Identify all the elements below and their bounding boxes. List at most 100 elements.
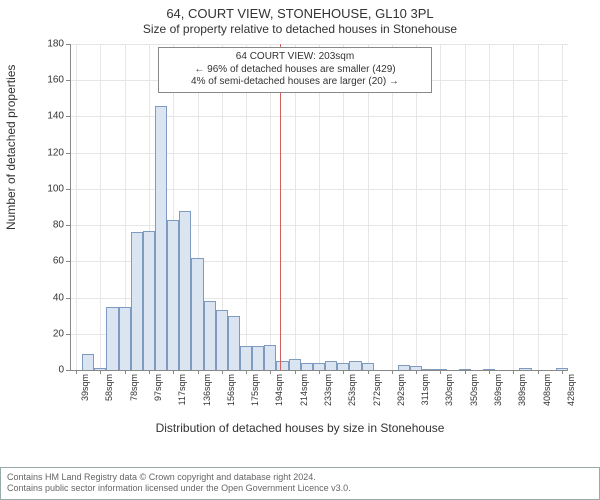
- ytick-label: 160: [47, 75, 64, 86]
- ytick-label: 40: [53, 292, 64, 303]
- histogram-bar: [191, 258, 203, 370]
- histogram-bar: [252, 346, 264, 370]
- gridline-v: [295, 44, 296, 370]
- histogram-bar: [313, 363, 325, 370]
- xtick-label: 156sqm: [226, 374, 236, 406]
- xtick-mark: [149, 370, 150, 374]
- xtick-mark: [198, 370, 199, 374]
- xtick-mark: [392, 370, 393, 374]
- xtick-mark: [319, 370, 320, 374]
- histogram-bar: [325, 361, 337, 370]
- ytick-label: 20: [53, 328, 64, 339]
- xtick-mark: [489, 370, 490, 374]
- xtick-label: 292sqm: [396, 374, 406, 406]
- histogram-bar: [167, 220, 179, 370]
- xtick-mark: [368, 370, 369, 374]
- xtick-label: 369sqm: [493, 374, 503, 406]
- page-title: 64, COURT VIEW, STONEHOUSE, GL10 3PL: [0, 6, 600, 21]
- xtick-label: 136sqm: [202, 374, 212, 406]
- xtick-label: 350sqm: [469, 374, 479, 406]
- histogram-bar: [204, 301, 216, 370]
- gridline-v: [440, 44, 441, 370]
- gridline-v: [465, 44, 466, 370]
- gridline-v: [416, 44, 417, 370]
- xtick-mark: [562, 370, 563, 374]
- xtick-mark: [100, 370, 101, 374]
- ytick-label: 100: [47, 183, 64, 194]
- page-subtitle: Size of property relative to detached ho…: [0, 22, 600, 36]
- reference-line: [280, 44, 281, 370]
- histogram-bar: [82, 354, 94, 370]
- x-axis-label: Distribution of detached houses by size …: [0, 421, 600, 435]
- xtick-mark: [173, 370, 174, 374]
- annotation-box: 64 COURT VIEW: 203sqm ← 96% of detached …: [158, 47, 432, 93]
- gridline-v: [343, 44, 344, 370]
- histogram-bar: [119, 307, 131, 370]
- histogram-bar: [276, 361, 288, 370]
- xtick-mark: [416, 370, 417, 374]
- xtick-mark: [125, 370, 126, 374]
- gridline-v: [319, 44, 320, 370]
- annotation-line-3: 4% of semi-detached houses are larger (2…: [165, 76, 425, 89]
- xtick-label: 78sqm: [129, 374, 139, 401]
- gridline-v: [562, 44, 563, 370]
- xtick-mark: [538, 370, 539, 374]
- xtick-label: 58sqm: [104, 374, 114, 401]
- gridline-v: [513, 44, 514, 370]
- histogram-bar: [301, 363, 313, 370]
- ytick-label: 140: [47, 111, 64, 122]
- histogram-bar: [362, 363, 374, 370]
- gridline-h: [70, 189, 568, 190]
- attribution-footer: Contains HM Land Registry data © Crown c…: [0, 467, 600, 500]
- histogram-bar: [155, 106, 167, 370]
- xtick-mark: [222, 370, 223, 374]
- xtick-label: 194sqm: [274, 374, 284, 406]
- ytick-label: 0: [58, 365, 64, 376]
- xtick-mark: [295, 370, 296, 374]
- annotation-line-1: 64 COURT VIEW: 203sqm: [165, 51, 425, 64]
- footer-line-1: Contains HM Land Registry data © Crown c…: [7, 472, 593, 483]
- gridline-v: [246, 44, 247, 370]
- xtick-label: 330sqm: [444, 374, 454, 406]
- xtick-label: 214sqm: [299, 374, 309, 406]
- annotation-line-2: ← 96% of detached houses are smaller (42…: [165, 64, 425, 77]
- histogram-bar: [349, 361, 361, 370]
- gridline-v: [392, 44, 393, 370]
- gridline-v: [368, 44, 369, 370]
- histogram-bar: [143, 231, 155, 370]
- gridline-v: [538, 44, 539, 370]
- xtick-mark: [246, 370, 247, 374]
- ytick-label: 180: [47, 39, 64, 50]
- xtick-label: 389sqm: [517, 374, 527, 406]
- gridline-h: [70, 116, 568, 117]
- gridline-h: [70, 153, 568, 154]
- xtick-mark: [343, 370, 344, 374]
- xtick-label: 39sqm: [80, 374, 90, 401]
- xtick-label: 408sqm: [542, 374, 552, 406]
- ytick-label: 60: [53, 256, 64, 267]
- xtick-label: 97sqm: [153, 374, 163, 401]
- xtick-mark: [270, 370, 271, 374]
- y-axis-line: [70, 44, 71, 370]
- xtick-mark: [440, 370, 441, 374]
- footer-line-2: Contains public sector information licen…: [7, 483, 593, 494]
- histogram-bar: [337, 363, 349, 370]
- histogram-plot: 02040608010012014016018039sqm58sqm78sqm9…: [70, 44, 568, 370]
- ytick-label: 120: [47, 147, 64, 158]
- gridline-v: [76, 44, 77, 370]
- xtick-mark: [76, 370, 77, 374]
- xtick-label: 272sqm: [372, 374, 382, 406]
- histogram-bar: [106, 307, 118, 370]
- xtick-mark: [465, 370, 466, 374]
- xtick-label: 428sqm: [566, 374, 576, 406]
- histogram-bar: [228, 316, 240, 370]
- gridline-v: [270, 44, 271, 370]
- histogram-bar: [179, 211, 191, 370]
- histogram-bar: [216, 310, 228, 370]
- y-axis-label: Number of detached properties: [4, 65, 18, 230]
- gridline-v: [100, 44, 101, 370]
- ytick-label: 80: [53, 220, 64, 231]
- histogram-bar: [131, 232, 143, 370]
- xtick-label: 233sqm: [323, 374, 333, 406]
- histogram-bar: [289, 359, 301, 370]
